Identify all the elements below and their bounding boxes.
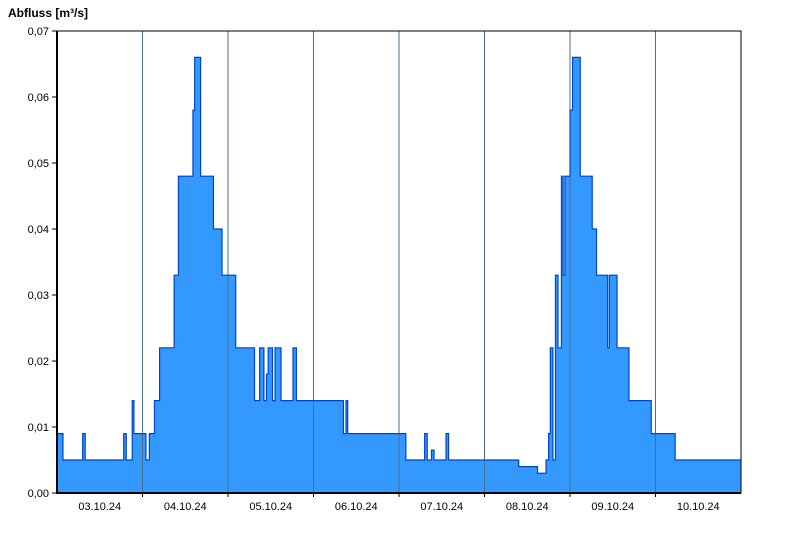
y-tick-label: 0,07 <box>28 26 49 38</box>
y-tick-label: 0,02 <box>28 356 49 368</box>
x-tick-label: 05.10.24 <box>249 501 292 513</box>
y-tick-label: 0,01 <box>28 422 49 434</box>
x-tick-label: 03.10.24 <box>78 501 121 513</box>
x-tick-label: 07.10.24 <box>420 501 463 513</box>
x-tick-label: 08.10.24 <box>506 501 549 513</box>
y-tick-label: 0,00 <box>28 488 49 500</box>
y-tick-label: 0,03 <box>28 290 49 302</box>
y-tick-label: 0,05 <box>28 158 49 170</box>
y-tick-label: 0,06 <box>28 92 49 104</box>
x-tick-label: 04.10.24 <box>164 501 207 513</box>
x-tick-label: 10.10.24 <box>677 501 720 513</box>
chart-title: Abfluss [m³/s] <box>8 6 89 20</box>
y-tick-label: 0,04 <box>28 224 49 236</box>
discharge-step-line <box>57 56 741 474</box>
x-tick-label: 09.10.24 <box>591 501 634 513</box>
x-tick-label: 06.10.24 <box>335 501 378 513</box>
